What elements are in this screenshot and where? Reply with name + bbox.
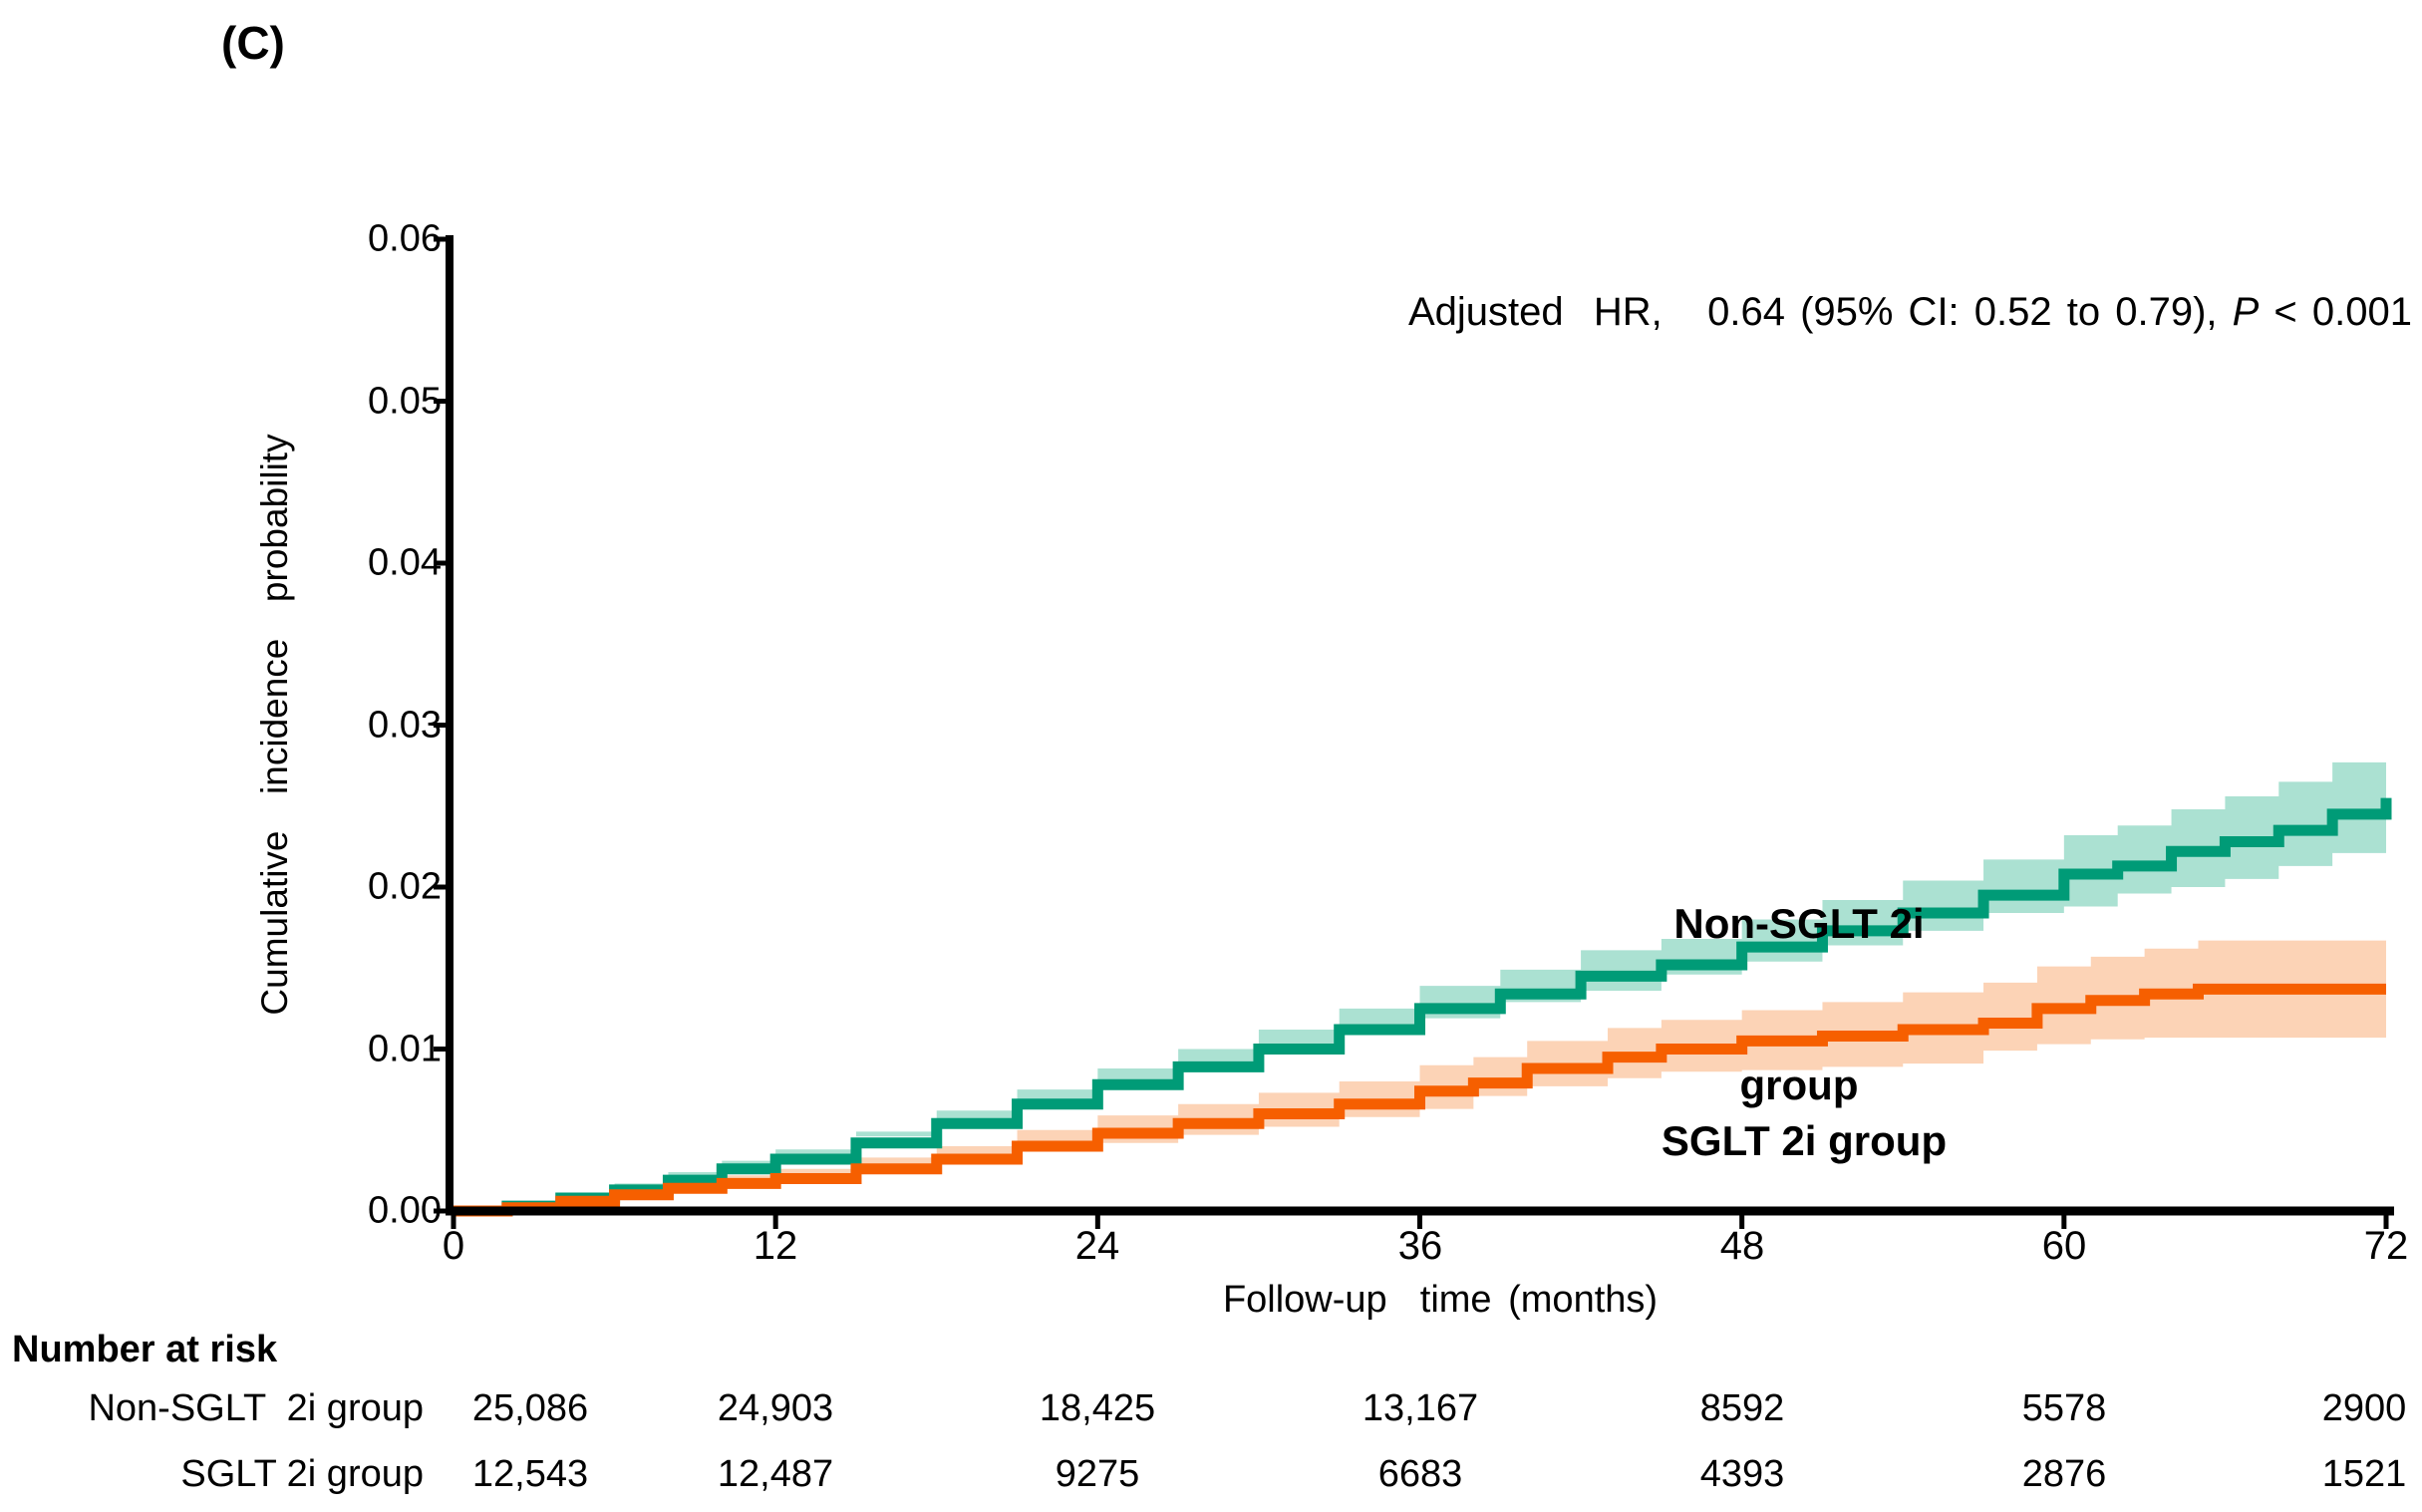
non-sglt-curve: [454, 797, 2392, 1217]
risk-cell: 25,086: [471, 1387, 589, 1429]
sglt-curve-label: SGLT 2i group: [1661, 1117, 1948, 1164]
risk-cell: 13,167: [1362, 1387, 1479, 1429]
x-tick-label-24: 24: [1074, 1224, 1120, 1268]
annotation-p-symbol: P: [2232, 290, 2260, 334]
y-tick-label-0.05: 0.05: [368, 380, 442, 422]
non-sglt-curve-label-line1: Non-SGLT 2i: [1673, 900, 1925, 947]
y-tick-label-0.02: 0.02: [368, 865, 442, 908]
non-sglt-curve-label: Non-SGLT 2i group: [1673, 789, 1924, 1220]
y-tick-label-0.03: 0.03: [368, 704, 442, 746]
risk-cell: 18,425: [1039, 1387, 1156, 1429]
risk-cell: 2876: [2021, 1453, 2107, 1495]
risk-cell: 8592: [1699, 1387, 1785, 1429]
x-tick-label-12: 12: [753, 1224, 798, 1268]
annotation-p-value: < 0.001: [2259, 290, 2412, 334]
sglt-curve: [454, 983, 2386, 1217]
risk-cell: 2900: [2321, 1387, 2407, 1429]
y-tick-label-0.04: 0.04: [368, 541, 442, 584]
hazard-ratio-annotation: Adjusted HR, 0.64 (95% CI: 0.52 to 0.79)…: [1351, 245, 2412, 380]
panel-label: (C): [221, 17, 285, 69]
axes: [434, 235, 2394, 1229]
risk-cell: 24,903: [717, 1387, 834, 1429]
x-tick-label-72: 72: [2363, 1224, 2409, 1268]
risk-cell: 9275: [1055, 1453, 1140, 1495]
risk-row-label-sglt: SGLT 2i group: [180, 1453, 424, 1495]
y-tick-label-0.00: 0.00: [368, 1189, 442, 1232]
risk-cell: 4393: [1699, 1453, 1785, 1495]
x-tick-label-36: 36: [1397, 1224, 1443, 1268]
risk-cell: 5578: [2021, 1387, 2107, 1429]
confidence-bands: [454, 743, 2386, 1211]
x-tick-label-0: 0: [442, 1224, 465, 1268]
non-sglt-curve-label-line2: group: [1739, 1061, 1859, 1108]
survival-curves: [454, 797, 2392, 1217]
y-axis-ticks: [434, 236, 450, 1214]
x-tick-label-60: 60: [2041, 1224, 2087, 1268]
annotation-text: Adjusted HR, 0.64 (95% CI: 0.52 to 0.79)…: [1407, 290, 2233, 334]
risk-row-label-non-sglt: Non-SGLT 2i group: [88, 1387, 424, 1429]
x-axis-ticks: [451, 1215, 2389, 1229]
sglt-ci-band: [454, 940, 2386, 1211]
risk-cell: 12,487: [717, 1453, 834, 1495]
number-at-risk-title: Number at risk: [12, 1329, 278, 1370]
risk-cell: 1521: [2321, 1453, 2407, 1495]
y-tick-label-0.01: 0.01: [368, 1028, 442, 1069]
x-tick-label-48: 48: [1719, 1224, 1765, 1268]
risk-cell: 6683: [1377, 1453, 1463, 1495]
risk-cell: 12,543: [471, 1453, 589, 1495]
y-tick-label-0.06: 0.06: [368, 217, 442, 260]
x-axis-title: Follow-up time (months): [1222, 1279, 1659, 1321]
